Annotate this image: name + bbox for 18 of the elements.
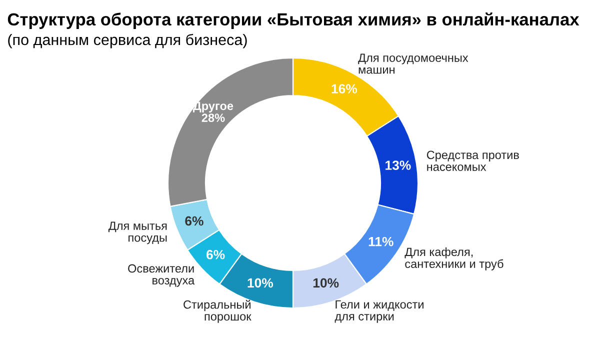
slice-label: Другое xyxy=(193,102,234,112)
slice-label: Для посудомоечных машин xyxy=(358,54,468,74)
data-label: 10% xyxy=(248,278,274,288)
data-label: 6% xyxy=(185,216,204,226)
data-label: 11% xyxy=(368,236,394,246)
slice-label: Для мытья посуды xyxy=(108,222,167,244)
data-label: 6% xyxy=(206,250,225,260)
slice-label: Гели и жидкости для стирки xyxy=(334,300,424,323)
slice-label: Для кафеля, сантехники и труб xyxy=(404,247,504,270)
chart-title: Структура оборота категории «Бытовая химия» в онлайн-каналах xyxy=(8,12,580,29)
slice-label: Освежители воздуха xyxy=(128,264,195,287)
slice-label: Стиральный порошок xyxy=(184,300,252,323)
data-label: 13% xyxy=(386,160,411,170)
chart-subtitle: (по данным сервиса для бизнеса) xyxy=(8,34,247,48)
data-label: 16% xyxy=(332,84,358,94)
data-label: 28% xyxy=(202,114,225,122)
data-label: 10% xyxy=(313,278,339,288)
slice-label: Средства против насекомых xyxy=(426,150,519,171)
